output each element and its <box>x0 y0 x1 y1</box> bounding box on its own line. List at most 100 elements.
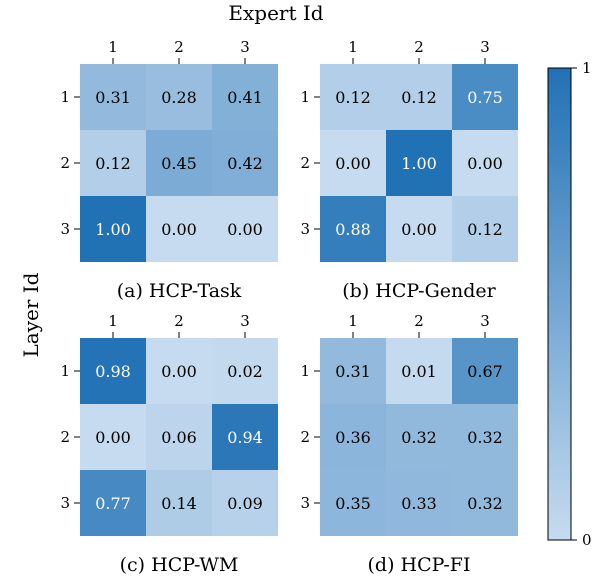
y-tick-label: 1 <box>60 88 70 106</box>
heatmap-cell <box>212 64 278 130</box>
cell-value-label: 0.14 <box>161 494 197 513</box>
colorbar-min-label: 0 <box>582 531 592 549</box>
heatmap-cell <box>320 404 386 470</box>
heatmap-cell <box>320 196 386 262</box>
cell-value-label: 0.94 <box>227 428 263 447</box>
heatmap-cell <box>386 130 452 196</box>
x-tick-label: 2 <box>174 312 184 330</box>
cell-value-label: 0.00 <box>467 154 503 173</box>
heatmap-cell <box>146 338 212 404</box>
y-tick-label: 2 <box>60 428 70 446</box>
x-tick-label: 1 <box>348 38 358 56</box>
panel-caption: (d) HCP-FI <box>368 554 471 576</box>
heatmap-cell <box>146 64 212 130</box>
y-tick-label: 3 <box>300 220 310 238</box>
x-tick-label: 3 <box>240 38 250 56</box>
heatmap-cell <box>80 404 146 470</box>
heatmap-panels: 0.31 0.28 0.41 0.12 0.45 0.42 1.00 0.00 0.00 1 2 3 1… <box>60 38 518 576</box>
heatmap-cell <box>452 470 518 536</box>
heatmap-cell <box>80 64 146 130</box>
x-tick-label: 1 <box>108 312 118 330</box>
y-tick-label: 2 <box>60 154 70 172</box>
panel-caption: (c) HCP-WM <box>120 554 239 576</box>
heatmap-cell <box>80 470 146 536</box>
heatmap-cell <box>386 470 452 536</box>
y-tick-label: 1 <box>300 88 310 106</box>
y-tick-label: 3 <box>60 220 70 238</box>
cell-value-label: 0.33 <box>401 494 437 513</box>
colorbar-gradient <box>547 67 572 541</box>
cell-value-label: 0.77 <box>95 494 131 513</box>
cell-value-label: 0.98 <box>95 362 131 381</box>
y-axis-title: Layer Id <box>19 272 43 357</box>
heatmap-cell <box>386 196 452 262</box>
heatmap-panel: 0.31 0.01 0.67 0.36 0.32 0.32 0.35 0.33 0.32 1 2 3 1… <box>300 312 518 576</box>
heatmap-cell <box>452 130 518 196</box>
heatmap-cell <box>212 130 278 196</box>
cell-value-label: 0.67 <box>467 362 503 381</box>
x-tick-label: 2 <box>414 312 424 330</box>
heatmap-cell <box>452 64 518 130</box>
heatmap-cell <box>320 64 386 130</box>
cell-value-label: 0.02 <box>227 362 263 381</box>
heatmap-cell <box>212 470 278 536</box>
cell-value-label: 0.32 <box>467 428 503 447</box>
heatmap-panel: 0.98 0.00 0.02 0.00 0.06 0.94 0.77 0.14 0.09 1 2 3 1… <box>60 312 278 576</box>
cell-value-label: 0.06 <box>161 428 197 447</box>
heatmap-cell <box>320 338 386 404</box>
cell-value-label: 1.00 <box>401 154 437 173</box>
y-tick-label: 2 <box>300 428 310 446</box>
x-tick-label: 2 <box>414 38 424 56</box>
cell-value-label: 0.00 <box>161 362 197 381</box>
heatmap-cell <box>212 196 278 262</box>
heatmap-cell <box>146 130 212 196</box>
cell-value-label: 0.36 <box>335 428 371 447</box>
y-tick-label: 2 <box>300 154 310 172</box>
cell-value-label: 0.00 <box>161 220 197 239</box>
y-tick-label: 3 <box>300 494 310 512</box>
x-tick-label: 3 <box>480 312 490 330</box>
heatmap-cell <box>452 404 518 470</box>
cell-value-label: 0.32 <box>467 494 503 513</box>
cell-value-label: 0.45 <box>161 154 197 173</box>
cell-value-label: 0.31 <box>95 88 131 107</box>
y-tick-label: 1 <box>60 362 70 380</box>
panel-caption: (b) HCP-Gender <box>342 280 496 302</box>
cell-value-label: 0.00 <box>401 220 437 239</box>
heatmap-cell <box>452 338 518 404</box>
heatmap-cell <box>386 338 452 404</box>
cell-value-label: 0.12 <box>401 88 437 107</box>
x-tick-label: 1 <box>348 312 358 330</box>
x-tick-label: 3 <box>480 38 490 56</box>
cell-value-label: 1.00 <box>95 220 131 239</box>
colorbar-max-label: 1 <box>582 59 592 77</box>
heatmap-cell <box>212 338 278 404</box>
cell-value-label: 0.31 <box>335 362 371 381</box>
heatmap-cell <box>146 196 212 262</box>
heatmap-cell <box>320 470 386 536</box>
x-axis-title: Expert Id <box>228 1 323 25</box>
cell-value-label: 0.09 <box>227 494 263 513</box>
heatmap-cell <box>320 130 386 196</box>
y-tick-label: 1 <box>300 362 310 380</box>
cell-value-label: 0.12 <box>95 154 131 173</box>
cell-value-label: 0.32 <box>401 428 437 447</box>
heatmap-panel: 0.12 0.12 0.75 0.00 1.00 0.00 0.88 0.00 0.12 1 2 3 1… <box>300 38 518 302</box>
heatmap-cell <box>80 338 146 404</box>
panel-caption: (a) HCP-Task <box>117 280 242 302</box>
x-tick-label: 2 <box>174 38 184 56</box>
heatmap-cell <box>386 404 452 470</box>
cell-value-label: 0.35 <box>335 494 371 513</box>
colorbar: 1 0 <box>547 59 592 549</box>
cell-value-label: 0.00 <box>335 154 371 173</box>
x-tick-label: 1 <box>108 38 118 56</box>
heatmap-cell <box>80 130 146 196</box>
heatmap-cell <box>80 196 146 262</box>
cell-value-label: 0.42 <box>227 154 263 173</box>
cell-value-label: 0.00 <box>227 220 263 239</box>
heatmap-panel: 0.31 0.28 0.41 0.12 0.45 0.42 1.00 0.00 0.00 1 2 3 1… <box>60 38 278 302</box>
heatmap-cell <box>386 64 452 130</box>
heatmap-cell <box>212 404 278 470</box>
cell-value-label: 0.00 <box>95 428 131 447</box>
